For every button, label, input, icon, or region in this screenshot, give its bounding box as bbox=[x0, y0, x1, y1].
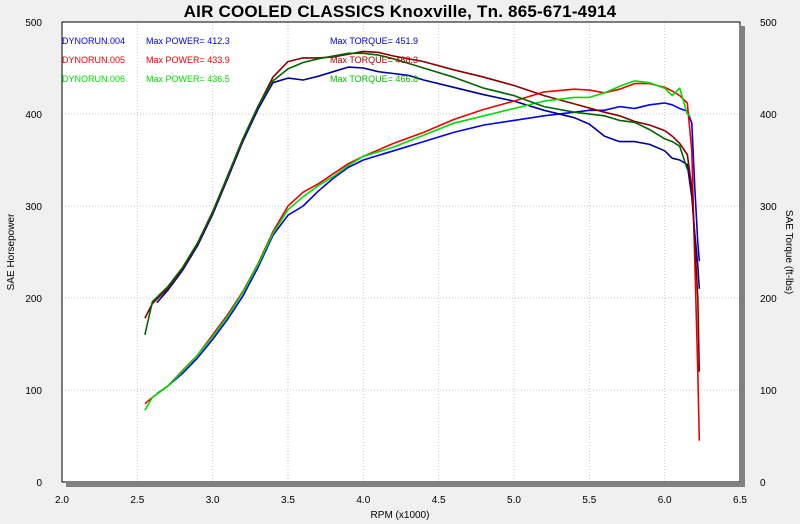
x-tick-label: 4.5 bbox=[432, 495, 446, 506]
x-tick-label: 6.0 bbox=[658, 495, 672, 506]
legend-run-name: DYNORUN.006 bbox=[62, 74, 125, 84]
x-tick-label: 5.0 bbox=[507, 495, 521, 506]
x-tick-label: 2.0 bbox=[55, 495, 69, 506]
series-lines bbox=[144, 50, 701, 441]
y2-tick-label: 400 bbox=[760, 110, 777, 121]
legend-max-power: Max POWER= 433.9 bbox=[146, 55, 230, 65]
y2-tick-label: 0 bbox=[760, 478, 766, 489]
y2-tick-label: 200 bbox=[760, 294, 777, 305]
x-tick-label: 3.0 bbox=[206, 495, 220, 506]
legend: DYNORUN.004 Max POWER= 412.3 Max TORQUE= 4… bbox=[62, 36, 418, 84]
power-line-run-2 bbox=[144, 82, 701, 441]
y-tick-label: 500 bbox=[25, 18, 42, 29]
x-tick-label: 3.5 bbox=[281, 495, 295, 506]
legend-run-name: DYNORUN.004 bbox=[62, 36, 125, 46]
plot-shadow-right bbox=[740, 26, 745, 487]
y2-tick-label: 500 bbox=[760, 18, 777, 29]
chart-title: AIR COOLED CLASSICS Knoxville, Tn. 865-6… bbox=[183, 2, 617, 21]
y2-axis-title: SAE Torque (ft-lbs) bbox=[783, 210, 794, 294]
grid-lines bbox=[62, 22, 740, 482]
power-line-run-3 bbox=[144, 80, 691, 411]
legend-max-torque: Max TORQUE= 451.9 bbox=[330, 36, 418, 46]
y2-tick-label: 300 bbox=[760, 202, 777, 213]
x-tick-label: 6.5 bbox=[733, 495, 747, 506]
legend-max-power: Max POWER= 436.5 bbox=[146, 74, 230, 84]
legend-max-power: Max POWER= 412.3 bbox=[146, 36, 230, 46]
y-tick-label: 200 bbox=[25, 294, 42, 305]
y2-tick-label: 100 bbox=[760, 386, 777, 397]
legend-run-name: DYNORUN.005 bbox=[62, 55, 125, 65]
x-axis-title: RPM (x1000) bbox=[371, 510, 430, 521]
plot-background bbox=[62, 22, 740, 482]
x-tick-label: 4.0 bbox=[356, 495, 370, 506]
y-tick-label: 300 bbox=[25, 202, 42, 213]
y-axis-title: SAE Horsepower bbox=[6, 213, 17, 290]
torque-line-run-3 bbox=[144, 52, 689, 335]
y-tick-label: 100 bbox=[25, 386, 42, 397]
x-tick-label: 5.5 bbox=[582, 495, 596, 506]
power-line-run-1 bbox=[156, 102, 701, 395]
y-tick-label: 400 bbox=[25, 110, 42, 121]
tick-labels: 2.0 2.5 3.0 3.5 4.0 4.5 5.0 5.5 6.0 6.5 0 0 100 100 20… bbox=[25, 18, 777, 506]
plot-shadow-bottom bbox=[66, 482, 745, 487]
y-tick-label: 0 bbox=[36, 478, 42, 489]
x-tick-label: 2.5 bbox=[130, 495, 144, 506]
legend-max-torque: Max TORQUE= 468.3 bbox=[330, 55, 418, 65]
legend-max-torque: Max TORQUE= 466.8 bbox=[330, 74, 418, 84]
